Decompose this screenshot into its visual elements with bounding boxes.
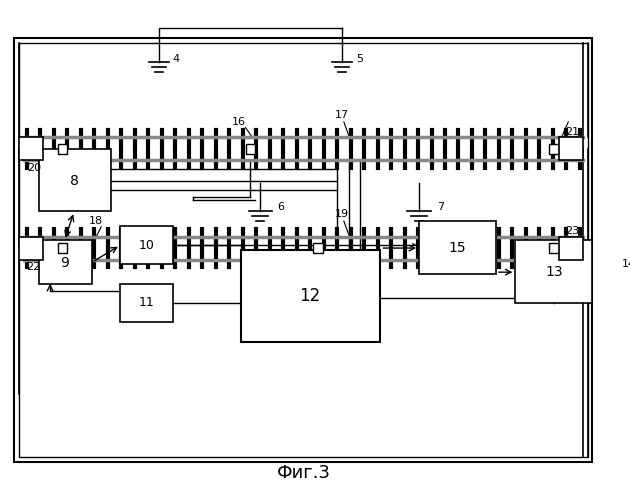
Text: 6: 6 (278, 202, 285, 211)
Text: 15: 15 (449, 241, 466, 255)
Text: 4: 4 (173, 54, 180, 64)
Text: 19: 19 (335, 210, 349, 220)
Text: 13: 13 (545, 265, 563, 279)
Text: 20: 20 (26, 163, 41, 173)
Bar (14, 38, 592, 462)
Bar (20, 236, 43, 260)
Text: 9: 9 (60, 256, 69, 270)
Bar (419, 221, 496, 274)
Bar (241, 250, 381, 342)
Bar (549, 144, 559, 154)
Bar (20, 138, 43, 160)
Bar (20, 43, 588, 457)
Bar (58, 244, 67, 253)
Bar (246, 144, 255, 154)
Text: 8: 8 (70, 174, 79, 188)
Text: 16: 16 (232, 117, 246, 127)
Bar (515, 240, 592, 303)
Text: Фиг.3: Фиг.3 (277, 464, 330, 482)
Bar (559, 236, 583, 260)
Text: 14: 14 (622, 260, 630, 270)
Bar (58, 144, 67, 154)
Text: 7: 7 (437, 202, 444, 211)
Text: 22: 22 (26, 262, 41, 272)
Bar (549, 244, 559, 253)
Text: 18: 18 (89, 216, 103, 226)
Bar (38, 240, 91, 284)
Text: 5: 5 (356, 54, 363, 64)
Bar (38, 149, 111, 212)
Text: 17: 17 (335, 110, 349, 120)
Text: 11: 11 (139, 296, 154, 310)
Text: 23: 23 (565, 226, 579, 235)
Bar (559, 138, 583, 160)
Text: 21: 21 (565, 126, 579, 136)
Bar (120, 284, 173, 322)
Bar (120, 226, 173, 264)
Text: 12: 12 (299, 287, 321, 305)
Text: 10: 10 (139, 238, 154, 252)
Bar (313, 244, 323, 253)
